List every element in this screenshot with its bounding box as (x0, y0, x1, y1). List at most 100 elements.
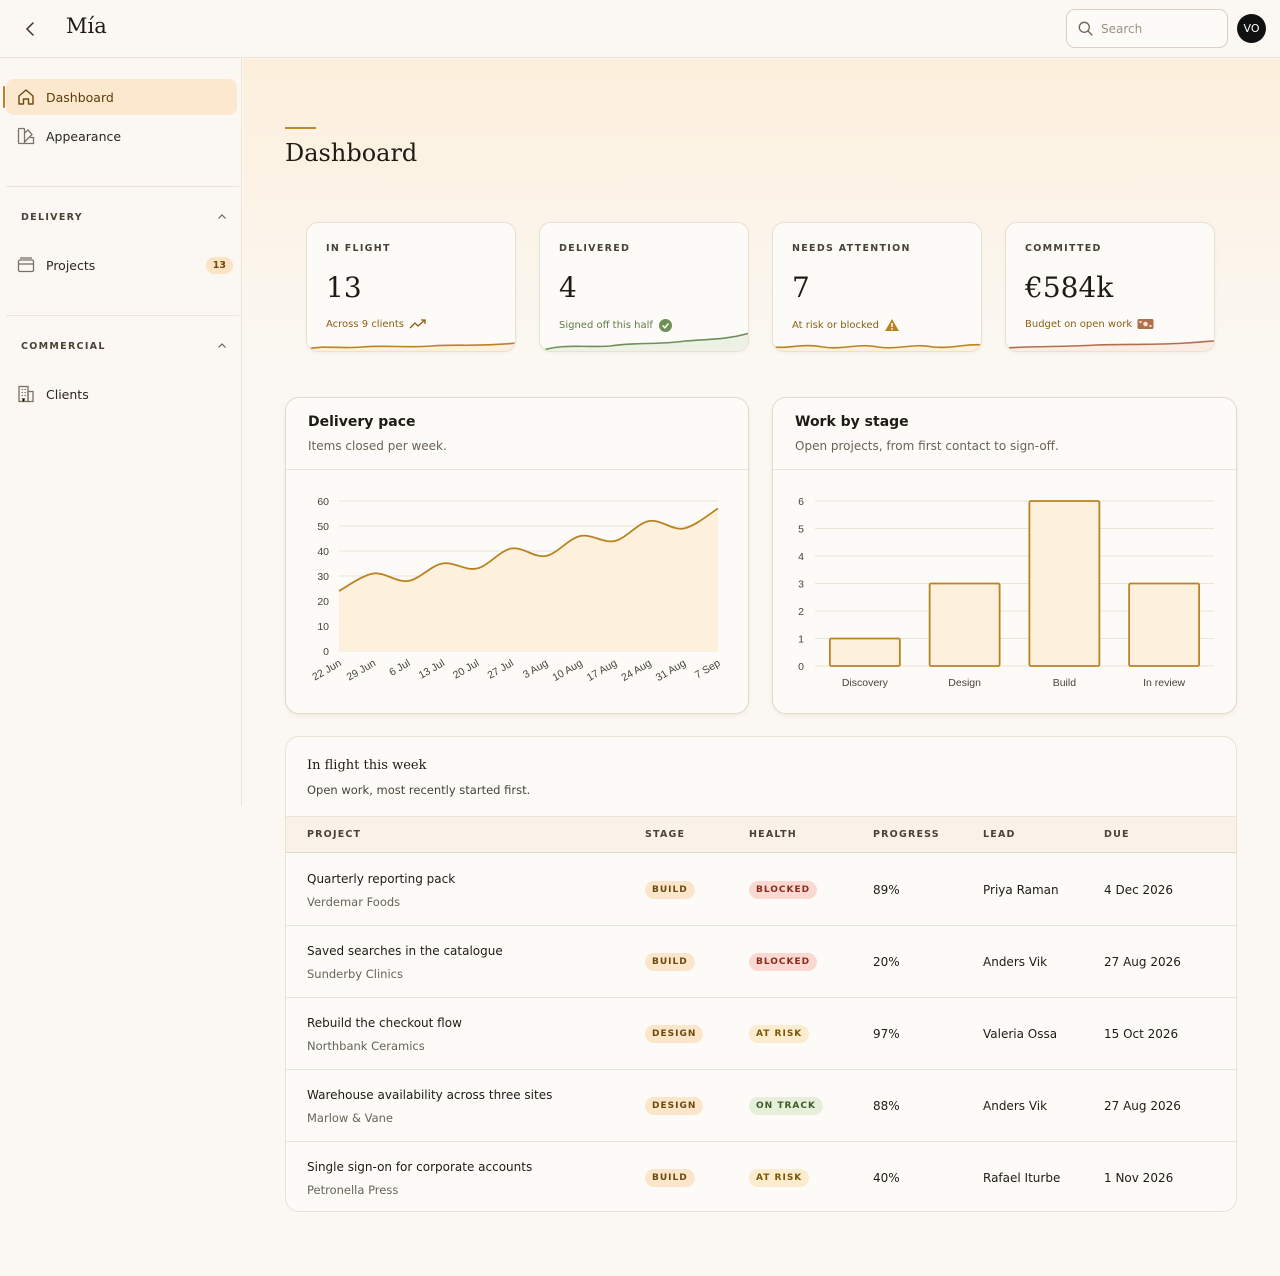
app-title: Mía (66, 14, 107, 38)
lead-name: Priya Raman (983, 883, 1059, 897)
sidebar-item-dashboard[interactable]: Dashboard (3, 79, 237, 115)
card-header: Work by stage Open projects, from first … (773, 398, 1236, 470)
lead-name: Anders Vik (983, 1099, 1048, 1113)
project-name: Saved searches in the catalogue (307, 944, 503, 958)
column-header-progress[interactable]: PROGRESS (873, 829, 940, 840)
x-tick-label: 27 Jul (485, 657, 515, 681)
stat-card-needs-attention: NEEDS ATTENTION 7 At risk or blocked (772, 222, 982, 352)
project-client: Marlow & Vane (307, 1111, 393, 1125)
column-header-stage[interactable]: STAGE (645, 829, 686, 840)
avatar[interactable]: VO (1237, 14, 1266, 43)
building-icon (16, 384, 36, 404)
stat-label: DELIVERED (559, 243, 631, 254)
bar[interactable] (828, 637, 901, 667)
stat-sub: Signed off this half (559, 318, 673, 333)
chevron-up-icon (218, 343, 226, 348)
section-commercial-toggle[interactable]: COMMERCIAL (6, 334, 237, 358)
cash-icon (1137, 319, 1154, 329)
table-row[interactable]: Saved searches in the catalogue Sunderby … (286, 926, 1236, 998)
stage-badge: BUILD (645, 953, 695, 971)
card-subtitle: Open projects, from first contact to sig… (795, 439, 1059, 453)
progress-value: 89% (873, 883, 900, 897)
sidebar-item-label: Projects (46, 257, 96, 273)
y-tick-label: 30 (317, 571, 329, 583)
stat-value: 7 (792, 271, 810, 304)
table-title: In flight this week (307, 758, 427, 773)
back-button[interactable] (18, 16, 44, 42)
project-name: Quarterly reporting pack (307, 872, 456, 886)
lead-name: Rafael Iturbe (983, 1171, 1061, 1185)
lead-name: Anders Vik (983, 955, 1048, 969)
x-tick-label: 31 Aug (654, 657, 688, 684)
stat-card-delivered: DELIVERED 4 Signed off this half (539, 222, 749, 352)
warning-icon (884, 319, 899, 331)
x-tick-label: 17 Aug (585, 657, 619, 684)
stat-label: IN FLIGHT (326, 243, 391, 254)
project-client: Verdemar Foods (307, 895, 401, 909)
top-bar: Mía VO (0, 0, 1280, 58)
section-title: DELIVERY (21, 211, 83, 223)
y-tick-label: 4 (798, 551, 804, 563)
sparkline (1006, 340, 1214, 351)
series-line (338, 507, 719, 592)
sidebar-item-label: Appearance (46, 128, 122, 144)
bar[interactable] (1028, 500, 1101, 667)
home-icon (16, 87, 36, 107)
project-name: Single sign-on for corporate accounts (307, 1160, 533, 1174)
progress-value: 97% (873, 1027, 900, 1041)
column-header-due[interactable]: DUE (1104, 829, 1130, 840)
y-tick-label: 3 (798, 579, 804, 591)
table-row[interactable]: Rebuild the checkout flow Northbank Ceram… (286, 998, 1236, 1070)
bar[interactable] (928, 582, 1001, 667)
column-header-project[interactable]: PROJECT (307, 829, 362, 840)
table-header: PROJECT STAGE HEALTH PROGRESS LEAD DUE (286, 816, 1236, 853)
progress-value: 20% (873, 955, 900, 969)
card-title: Delivery pace (308, 414, 416, 430)
stage-badge: DESIGN (645, 1097, 704, 1115)
column-header-lead[interactable]: LEAD (983, 829, 1016, 840)
stat-value: 13 (326, 271, 362, 304)
sidebar-item-clients[interactable]: Clients (6, 376, 237, 412)
x-tick-label: Design (948, 677, 981, 689)
stat-label: COMMITTED (1025, 243, 1102, 254)
x-tick-label: 6 Jul (387, 657, 412, 678)
sidebar-item-label: Dashboard (46, 89, 114, 105)
table-row[interactable]: Quarterly reporting pack Verdemar Foods BU… (286, 854, 1236, 926)
x-tick-label: 22 Jun (310, 657, 343, 683)
y-tick-label: 0 (798, 661, 804, 673)
column-header-health[interactable]: HEALTH (749, 829, 797, 840)
sidebar-item-projects[interactable]: Projects 13 (6, 247, 237, 283)
x-tick-label: 20 Jul (451, 657, 481, 681)
table-row[interactable]: Warehouse availability across three site… (286, 1070, 1236, 1142)
stat-sub: Across 9 clients (326, 318, 427, 330)
x-tick-label: 3 Aug (521, 657, 550, 681)
bar[interactable] (1128, 582, 1201, 667)
sparkline (773, 343, 981, 351)
due-date: 4 Dec 2026 (1104, 883, 1174, 897)
stat-sub-text: At risk or blocked (792, 319, 879, 331)
table-row[interactable]: Single sign-on for corporate accounts Pet… (286, 1142, 1236, 1211)
work-by-stage-card: Work by stage Open projects, from first … (772, 397, 1237, 714)
stage-badge: BUILD (645, 1169, 695, 1187)
stat-card-in-flight: IN FLIGHT 13 Across 9 clients (306, 222, 516, 352)
health-badge: BLOCKED (749, 881, 818, 899)
x-tick-label: Build (1053, 677, 1077, 689)
stat-sub-text: Budget on open work (1025, 318, 1133, 330)
chevron-up-icon (218, 214, 226, 219)
section-delivery-toggle[interactable]: DELIVERY (6, 205, 237, 229)
project-name: Warehouse availability across three site… (307, 1088, 553, 1102)
y-tick-label: 40 (317, 546, 329, 558)
sidebar: Dashboard Appearance DELIVERY Projects 1… (0, 58, 242, 806)
search-input[interactable] (1101, 21, 1211, 36)
card-subtitle: Items closed per week. (308, 439, 447, 453)
sidebar-item-appearance[interactable]: Appearance (6, 118, 237, 154)
stat-value: €584k (1025, 271, 1114, 304)
due-date: 1 Nov 2026 (1104, 1171, 1174, 1185)
y-tick-label: 6 (798, 496, 804, 508)
card-header: Delivery pace Items closed per week. (286, 398, 748, 470)
search-box[interactable] (1066, 9, 1228, 48)
x-tick-label: 24 Aug (619, 657, 653, 684)
chevron-left-icon (25, 22, 34, 36)
palette-icon (16, 126, 36, 146)
x-tick-label: 7 Sep (693, 657, 723, 681)
